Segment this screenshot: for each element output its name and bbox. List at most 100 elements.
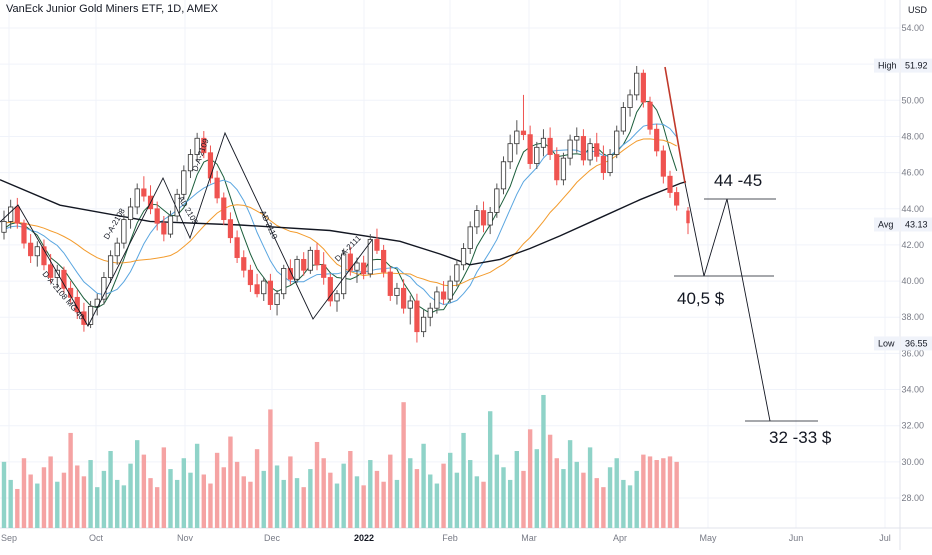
candle [600, 145, 607, 180]
candle [480, 201, 487, 233]
volume-bar [28, 474, 33, 528]
candle-body [494, 188, 500, 213]
volume-bar [221, 467, 226, 528]
candle-body [686, 210, 690, 224]
volume-bar [121, 485, 127, 528]
volume-bar [454, 472, 460, 528]
volume-bar [55, 481, 60, 528]
candle [654, 123, 660, 157]
volume-bar [474, 476, 480, 528]
volume-bar [574, 461, 579, 528]
x-tick-label: Jun [789, 533, 804, 543]
volume-bar [21, 458, 27, 528]
candle [580, 129, 587, 166]
candle-body [34, 246, 40, 257]
volume-bar [487, 411, 493, 528]
volume-bar [88, 460, 93, 528]
candle-body [107, 255, 114, 278]
volume-bar [441, 463, 446, 528]
candle [647, 96, 653, 135]
x-tick-label: Oct [89, 533, 104, 543]
candle-body [400, 287, 407, 309]
candle-body [587, 143, 593, 161]
volume-bar [254, 449, 260, 528]
volume-bar [161, 447, 167, 528]
volume-bar [381, 481, 386, 528]
candle-body [301, 258, 307, 271]
candle-body [281, 268, 287, 295]
trend-line [664, 66, 686, 184]
candle [21, 219, 27, 249]
candle-body [474, 210, 480, 228]
candle [361, 255, 367, 280]
candle-body [500, 161, 507, 190]
candle [194, 132, 200, 162]
x-tick-label: Feb [442, 533, 458, 543]
candle [620, 102, 626, 135]
volume-bar [294, 478, 300, 528]
volume-bar [95, 487, 100, 528]
candle-body [454, 264, 460, 282]
candle-body [121, 219, 127, 244]
candle [660, 145, 666, 184]
candle [554, 147, 560, 186]
candle [447, 275, 453, 303]
candle [87, 300, 94, 329]
candle [374, 228, 380, 254]
candle-body [21, 222, 27, 244]
candle [234, 230, 240, 263]
volume-bar [494, 454, 500, 528]
volume-bar [228, 436, 233, 528]
volume-bar [288, 456, 293, 528]
candle [634, 65, 640, 101]
candle-body [460, 248, 467, 266]
volume-bar [634, 470, 639, 528]
candle [381, 244, 387, 278]
price-label-badge [901, 58, 932, 73]
candle-body [267, 280, 274, 305]
volume-bar [168, 469, 173, 528]
volume-bar [394, 479, 400, 528]
candle [214, 170, 220, 204]
volume-bar [135, 440, 140, 528]
volume-bar [421, 443, 426, 528]
candle [14, 197, 20, 229]
candle [48, 253, 54, 283]
volume-bar [614, 458, 619, 528]
price-label-name: Low [878, 338, 895, 348]
x-tick-label: Nov [177, 533, 194, 543]
volume-bar [428, 474, 433, 528]
candle [187, 149, 194, 179]
annotation-label: 40,5 $ [677, 289, 725, 308]
candle-body [567, 139, 573, 159]
candle-body [341, 253, 347, 295]
candle [101, 272, 107, 305]
candle [334, 290, 340, 312]
candle [28, 234, 34, 263]
candle-body [321, 264, 327, 278]
candle [567, 134, 573, 166]
volume-bar [501, 467, 506, 528]
candle [127, 197, 134, 229]
candle-body [387, 271, 393, 296]
price-label-value: 51.92 [905, 61, 928, 71]
ma-long-line [0, 179, 687, 266]
candle-body [660, 150, 666, 177]
y-tick-label: 54.00 [901, 23, 924, 33]
x-tick-label: Apr [613, 533, 627, 543]
candle [627, 89, 633, 117]
volume-bar [607, 467, 613, 528]
candle [161, 216, 167, 242]
volume-bar [654, 460, 659, 528]
candle-body [207, 152, 214, 179]
volume-bar [274, 465, 280, 528]
volume-bar [541, 394, 546, 528]
candle-body [414, 300, 420, 333]
candle [534, 141, 540, 169]
volume-bar [334, 483, 340, 528]
volume-bar [108, 451, 113, 528]
volume-bar [234, 461, 240, 528]
volume-bar [308, 469, 313, 528]
candle-body [154, 208, 160, 224]
candle [407, 295, 413, 325]
